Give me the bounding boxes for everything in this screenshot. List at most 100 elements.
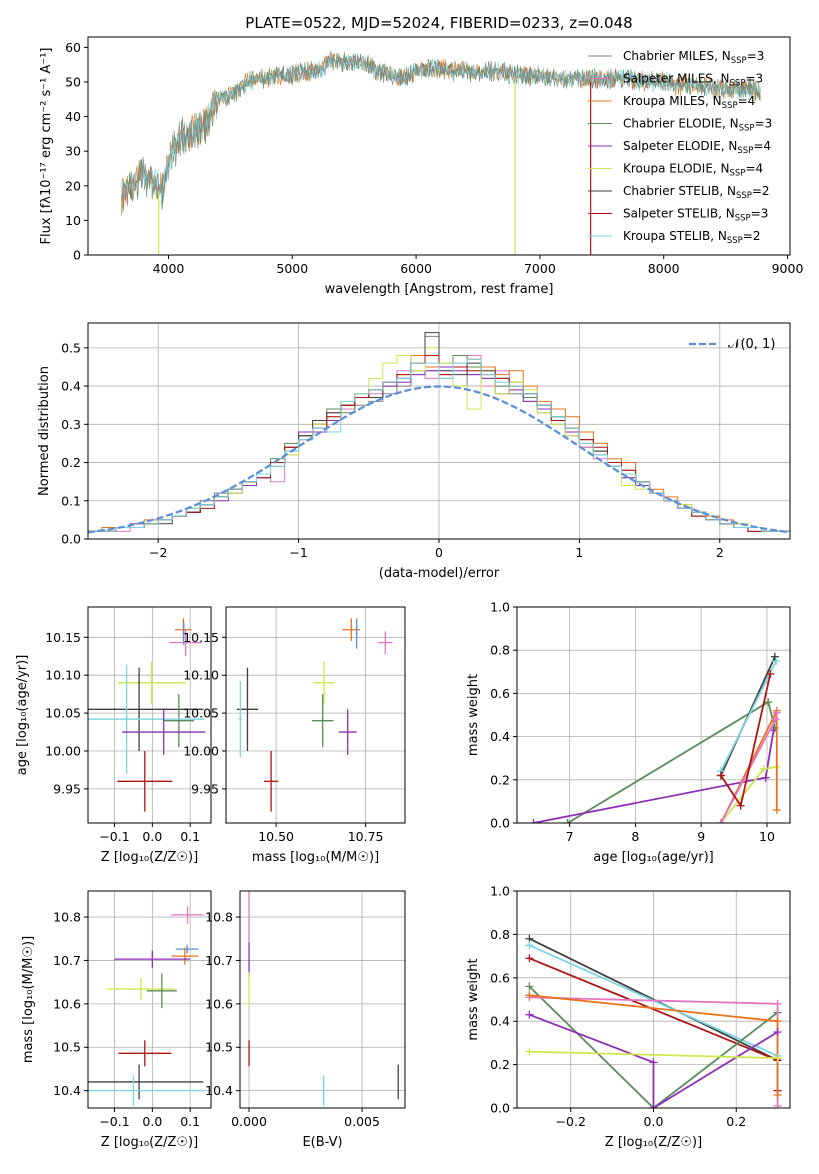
y-tick-label: 0.3 [61, 417, 81, 432]
y-tick-label: 9.95 [191, 781, 219, 796]
legend-entry: Chabrier STELIB, NSSP=2 [623, 184, 770, 201]
panel-1: −2 −1 0 1 2 0.0 0.1 0.2 0.3 0.4 0.5 (data-model)/er… [37, 322, 791, 581]
x-axis-label: age [log₁₀(age/yr)] [593, 850, 714, 865]
y-tick-label: 0.2 [490, 1057, 510, 1072]
y-tick-label: 40 [65, 109, 81, 124]
weight-line-kroupa_stelib [720, 660, 778, 772]
legend-entry: 𝒩(0, 1) [728, 337, 775, 352]
plot-area [236, 618, 393, 812]
y-tick-label: 10.05 [45, 706, 81, 721]
x-tick-label: 0.0 [142, 1114, 162, 1129]
panel-7: −0.2 0.0 0.2 0.0 0.2 0.4 0.6 0.8 1.0 Z [log₁₀(Z/Z… [466, 884, 791, 1150]
legend-entry: Chabrier ELODIE, NSSP=3 [623, 117, 772, 134]
y-tick-label: 10.8 [53, 910, 81, 925]
y-tick-label: 60 [65, 40, 81, 55]
legend-entry: Kroupa ELODIE, NSSP=4 [623, 162, 763, 179]
plot-area [248, 891, 399, 1106]
y-axis-label: Normed distribution [37, 366, 52, 496]
legend-entry: Salpeter STELIB, NSSP=3 [623, 207, 768, 224]
legend-entry: Kroupa MILES, NSSP=4 [623, 94, 755, 111]
x-tick-label: 8000 [648, 261, 680, 276]
x-tick-label: −1 [289, 545, 307, 560]
x-axis-label: Z [log₁₀(Z/Z☉)] [605, 1135, 702, 1150]
y-tick-label: 10.6 [205, 996, 233, 1011]
y-tick-label: 10.00 [45, 744, 81, 759]
y-tick-label: 10.4 [53, 1083, 81, 1098]
x-tick-label: 7000 [524, 261, 556, 276]
y-tick-label: 10.5 [205, 1040, 233, 1055]
axes-frame [87, 36, 791, 256]
panel-4: 7 8 9 10 0.0 0.2 0.4 0.6 0.8 1.0 age [log₁₀(age/yr… [466, 600, 791, 865]
x-tick-label: 5000 [276, 261, 308, 276]
panel-2: −0.1 0.0 0.1 9.95 10.00 10.05 10.10 10.15 Z [log… [15, 606, 212, 865]
y-tick-label: 10.05 [183, 706, 219, 721]
panel-5: −0.1 0.0 0.1 10.4 10.5 10.6 10.7 10.8 Z [log₁₀(Z… [21, 890, 212, 1150]
y-tick-label: 0.0 [61, 532, 81, 547]
plot-area [529, 652, 781, 823]
y-axis-label: age [log₁₀(age/yr)] [15, 655, 30, 776]
x-tick-label: 9 [697, 829, 705, 844]
x-tick-label: 10.75 [348, 829, 384, 844]
weight-line-chabrier_elodie [528, 985, 779, 1108]
x-axis-label: mass [log₁₀(M/M☉)] [252, 850, 379, 865]
x-tick-label: 0.1 [180, 1114, 200, 1129]
plot-area [525, 934, 782, 1108]
y-tick-label: 0.2 [61, 455, 81, 470]
y-tick-label: 0.4 [490, 729, 510, 744]
y-tick-label: 10.10 [183, 668, 219, 683]
plot-area [88, 332, 790, 539]
y-axis-label: mass [log₁₀(M/M☉)] [21, 936, 36, 1063]
y-tick-label: 50 [65, 74, 81, 89]
y-axis-label: Flux [fλ10⁻¹⁷ erg cm⁻² s⁻¹ A⁻¹] [39, 48, 54, 245]
x-tick-label: 0.1 [180, 829, 200, 844]
y-tick-label: 1.0 [490, 600, 510, 615]
x-tick-label: 9000 [772, 261, 804, 276]
x-tick-label: 0.0 [644, 1114, 664, 1129]
y-tick-label: 0.1 [61, 493, 81, 508]
x-axis-label: (data-model)/error [379, 566, 500, 581]
y-tick-label: 10.7 [205, 953, 233, 968]
histogram-kroupa_stelib [88, 358, 790, 539]
y-tick-label: 0.6 [490, 970, 510, 985]
x-axis-label: Z [log₁₀(Z/Z☉)] [101, 850, 198, 865]
x-tick-label: 2 [716, 545, 724, 560]
x-axis-label: wavelength [Angstrom, rest frame] [325, 282, 554, 297]
y-tick-label: 10.00 [183, 744, 219, 759]
spectrum-kroupa_stelib [121, 52, 761, 210]
x-tick-label: 0.005 [344, 1114, 380, 1129]
plot-area [121, 50, 761, 255]
x-tick-label: −0.1 [99, 1114, 129, 1129]
weight-line-kroupa_elodie [529, 1050, 778, 1059]
y-axis-label: mass weight [466, 958, 481, 1040]
x-tick-label: −2 [149, 545, 167, 560]
weight-line-salpeter_elodie [529, 1013, 779, 1108]
y-tick-label: 0.2 [490, 772, 510, 787]
legend-entry: Kroupa STELIB, NSSP=2 [623, 229, 761, 246]
y-tick-label: 10.8 [205, 910, 233, 925]
x-tick-label: 6000 [400, 261, 432, 276]
y-tick-label: 0.0 [490, 816, 510, 831]
y-tick-label: 0.0 [490, 1101, 510, 1116]
x-tick-label: 4000 [153, 261, 185, 276]
y-tick-label: 0.8 [490, 927, 510, 942]
x-tick-label: 1 [575, 545, 583, 560]
axes-frame [239, 890, 406, 1109]
y-tick-label: 10.7 [53, 953, 81, 968]
axes-frame [225, 606, 406, 824]
panel-3: 10.50 10.75 9.95 10.00 10.05 10.10 10.15 mass [… [183, 606, 406, 865]
y-axis-label: mass weight [466, 674, 481, 756]
plot-area [88, 618, 206, 812]
axes-frame [516, 606, 791, 824]
y-tick-label: 10.6 [53, 996, 81, 1011]
y-tick-label: 20 [65, 178, 81, 193]
y-tick-label: 0.4 [490, 1014, 510, 1029]
axes-frame [516, 890, 791, 1109]
y-tick-label: 10.10 [45, 668, 81, 683]
y-tick-label: 9.95 [53, 781, 81, 796]
x-tick-label: 0 [435, 545, 443, 560]
y-tick-label: 0.4 [61, 379, 81, 394]
y-tick-label: 10 [65, 213, 81, 228]
y-tick-label: 30 [65, 144, 81, 159]
y-tick-label: 10.15 [45, 630, 81, 645]
legend-entry: Salpeter MILES, NSSP=3 [623, 72, 763, 89]
